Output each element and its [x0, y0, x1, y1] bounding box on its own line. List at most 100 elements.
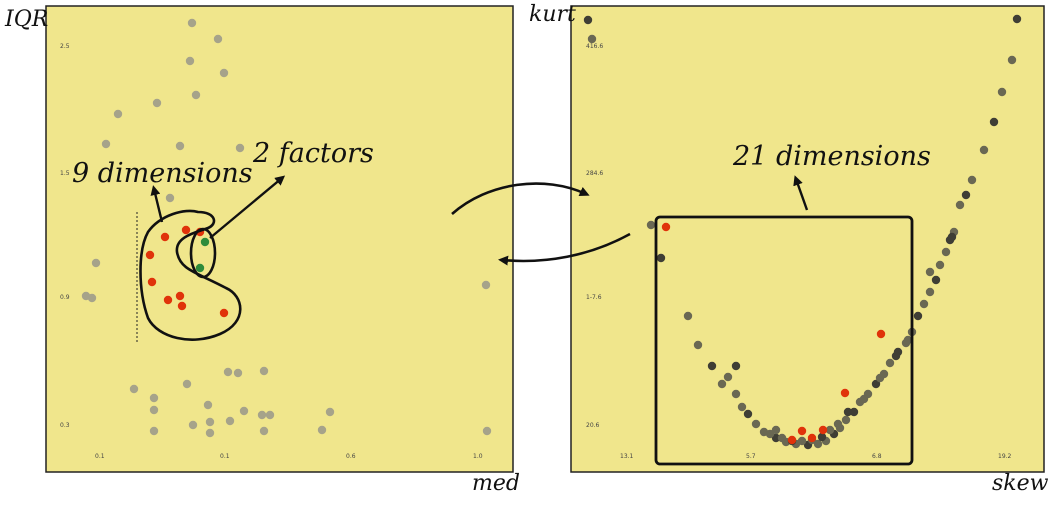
- dark-point: [941, 247, 951, 257]
- twenty-one-dimensions-arrow: [793, 175, 809, 211]
- right-x-tick: 6.8: [872, 453, 882, 460]
- right-y-tick: 284.6: [586, 170, 603, 177]
- dark-point: [737, 402, 747, 412]
- dark-point: [925, 267, 935, 277]
- gray-point: [213, 34, 223, 44]
- left-y-tick: 0.9: [60, 294, 70, 301]
- red-point: [840, 388, 850, 398]
- red-point: [807, 433, 817, 443]
- right-scatter-panel: 416.6 284.6 1-7.6 20.6 13.1 5.7 6.8 19.2…: [570, 5, 1045, 473]
- left-y-axis-label: IQR: [4, 7, 48, 32]
- gray-point: [265, 410, 275, 420]
- right-x-axis-label: skew: [992, 471, 1049, 496]
- right-y-tick: 416.6: [586, 43, 603, 50]
- gray-point: [233, 368, 243, 378]
- left-x-tick: 0.1: [220, 453, 230, 460]
- left-points-group: [81, 18, 492, 438]
- red-point: [147, 277, 157, 287]
- dark-point: [931, 275, 941, 285]
- dark-point: [833, 419, 843, 429]
- left-x-tick: 0.1: [95, 453, 105, 460]
- gray-point: [101, 139, 111, 149]
- dark-point: [961, 190, 971, 200]
- right-points-group: [583, 14, 1022, 450]
- gray-point: [113, 109, 123, 119]
- two-factors-label: 2 factors: [252, 138, 374, 169]
- gray-point: [182, 379, 192, 389]
- dark-point: [731, 389, 741, 399]
- left-scatter-panel: 2.5 1.5 0.9 0.3 0.1 0.1 0.6 1.0 9 dimens…: [45, 5, 514, 473]
- dark-point: [723, 372, 733, 382]
- red-point: [181, 225, 191, 235]
- dark-point: [989, 117, 999, 127]
- gray-point: [219, 68, 229, 78]
- gray-point: [235, 143, 245, 153]
- forward-connector-arrow: [451, 182, 590, 215]
- twenty-one-dimensions-label: 21 dimensions: [732, 141, 931, 172]
- gray-point: [191, 90, 201, 100]
- dark-point: [797, 436, 807, 446]
- dark-point: [919, 299, 929, 309]
- gray-point: [223, 367, 233, 377]
- gray-point: [317, 425, 327, 435]
- dark-point: [947, 232, 957, 242]
- right-panel-background: [570, 5, 1045, 473]
- dark-point: [765, 429, 775, 439]
- gray-point: [149, 393, 159, 403]
- gray-point: [129, 384, 139, 394]
- dark-point: [583, 15, 593, 25]
- backward-connector-arrow: [498, 232, 631, 266]
- gray-point: [481, 280, 491, 290]
- dark-point: [1007, 55, 1017, 65]
- two-factor-outline: [189, 227, 217, 279]
- green-point: [200, 237, 210, 247]
- gray-point: [205, 417, 215, 427]
- dark-point: [871, 379, 881, 389]
- left-y-tick: 0.3: [60, 422, 70, 429]
- right-y-axis-label: kurt: [529, 2, 576, 27]
- left-x-axis-label: med: [472, 471, 520, 496]
- right-x-tick: 19.2: [998, 453, 1012, 460]
- dark-point: [935, 260, 945, 270]
- gray-point: [175, 141, 185, 151]
- left-y-tick: 2.5: [60, 43, 70, 50]
- dark-point: [979, 145, 989, 155]
- gray-point: [325, 407, 335, 417]
- red-point: [219, 308, 229, 318]
- dark-point: [683, 311, 693, 321]
- dark-point: [587, 34, 597, 44]
- dark-point: [771, 433, 781, 443]
- left-panel-background: [45, 5, 514, 473]
- dark-point: [875, 373, 885, 383]
- dark-point: [1012, 14, 1022, 24]
- twenty-one-dimension-box: [654, 215, 914, 466]
- green-point: [195, 263, 205, 273]
- red-point: [145, 250, 155, 260]
- dark-point: [693, 340, 703, 350]
- gray-point: [188, 420, 198, 430]
- gray-point: [259, 426, 269, 436]
- dark-point: [967, 175, 977, 185]
- dark-point: [646, 220, 656, 230]
- red-point: [175, 291, 185, 301]
- dark-point: [925, 287, 935, 297]
- left-x-tick: 0.6: [346, 453, 356, 460]
- gray-point: [239, 406, 249, 416]
- dark-point: [843, 407, 853, 417]
- dark-point: [825, 425, 835, 435]
- red-point: [177, 301, 187, 311]
- gray-point: [187, 18, 197, 28]
- dark-point: [841, 415, 851, 425]
- dark-point: [656, 253, 666, 263]
- left-y-tick: 1.5: [60, 170, 70, 177]
- dark-point: [997, 87, 1007, 97]
- red-point: [797, 426, 807, 436]
- right-y-tick: 20.6: [586, 422, 600, 429]
- right-x-tick: 5.7: [746, 453, 756, 460]
- dark-point: [743, 409, 753, 419]
- gray-point: [185, 56, 195, 66]
- dark-point: [913, 311, 923, 321]
- gray-point: [259, 366, 269, 376]
- gray-point: [225, 416, 235, 426]
